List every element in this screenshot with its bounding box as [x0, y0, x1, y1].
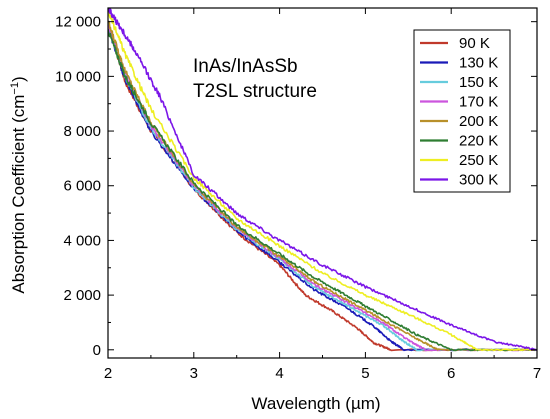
y-axis-title-main: Absorption Coefficient (cm: [9, 95, 28, 294]
y-axis-title-superscript: −1: [9, 82, 21, 95]
legend-label: 200 K: [459, 113, 498, 130]
y-tick-label: 12 000: [55, 14, 101, 31]
legend-label: 300 K: [459, 172, 498, 189]
legend-box: [413, 29, 511, 193]
series-line-130k: [108, 25, 537, 352]
series-line-220k: [108, 29, 537, 352]
series-group: [108, 8, 537, 352]
axes: 2 3 4 5 6 7 0 2 000 4 000 6 000 8 000 10 000 12 000: [55, 7, 541, 382]
y-axis-title: Absorption Coefficient (cm−1): [9, 76, 28, 293]
annotation-line-2: T2SL structure: [193, 81, 317, 102]
x-tick-label: 6: [447, 365, 455, 382]
series-line-250k: [108, 8, 537, 352]
legend-label: 220 K: [459, 133, 498, 150]
x-tick-label: 2: [104, 365, 112, 382]
legend-label: 90 K: [459, 35, 490, 52]
legend-label: 250 K: [459, 152, 498, 169]
series-line-300k: [108, 8, 537, 351]
annotation-line-1: InAs/InAsSb: [193, 56, 298, 77]
x-tick-label: 5: [361, 365, 369, 382]
y-tick-label: 4 000: [63, 232, 101, 249]
y-tick-label: 8 000: [63, 123, 101, 140]
chart-annotation: InAs/InAsSb T2SL structure: [193, 56, 317, 102]
plot-area: [108, 8, 537, 352]
y-axis-title-close: ): [9, 76, 28, 82]
y-tick-label: 10 000: [55, 68, 101, 85]
legend-label: 150 K: [459, 74, 498, 91]
y-tick-label: 2 000: [63, 287, 101, 304]
legend: 90 K 130 K 150 K 170 K 200 K 220 K 250 K 300 K: [413, 29, 511, 193]
legend-label: 130 K: [459, 55, 498, 72]
x-tick-label: 7: [533, 365, 541, 382]
y-tick-label: 0: [93, 342, 101, 359]
x-tick-label: 4: [275, 365, 283, 382]
legend-label: 170 K: [459, 94, 498, 111]
series-line-170k: [108, 24, 537, 352]
series-line-150k: [108, 21, 537, 352]
y-tick-label: 6 000: [63, 178, 101, 195]
x-tick-label: 3: [190, 365, 198, 382]
x-axis-title: Wavelength (µm): [251, 394, 380, 413]
